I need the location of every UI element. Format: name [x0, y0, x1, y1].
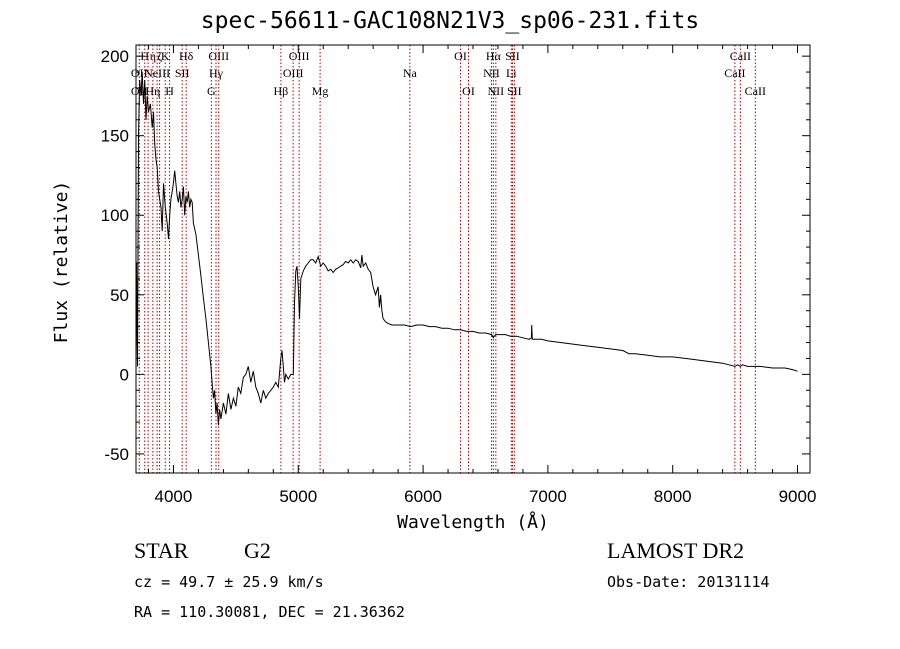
- line-label-0-mid: OII: [131, 66, 148, 80]
- x-tick-label-0: 4000: [155, 487, 193, 506]
- line-label-25-low: SII: [507, 84, 522, 98]
- line-label-4-mid: NeIII: [144, 66, 170, 80]
- y-tick-label-3: 100: [101, 206, 129, 225]
- x-tick-label-3: 7000: [529, 487, 567, 506]
- line-label-18-top: OI: [454, 49, 467, 63]
- line-label-28-low: CaII: [745, 84, 766, 98]
- line-label-7-low: H: [165, 84, 174, 98]
- line-label-21-top: Hα: [486, 49, 502, 63]
- y-tick-label-5: 200: [101, 47, 129, 66]
- line-label-26-mid: CaII: [724, 66, 745, 80]
- x-tick-label-1: 5000: [279, 487, 317, 506]
- redshift-cz: cz = 49.7 ± 25.9 km/s: [134, 573, 324, 591]
- survey-name: LAMOST DR2: [607, 538, 745, 563]
- line-label-3-low: Hη: [145, 84, 160, 98]
- y-tick-label-2: 50: [110, 286, 129, 305]
- y-axis-ticks: -50 0 50 100 150 200: [101, 47, 810, 464]
- line-label-27-top: CaII: [730, 49, 751, 63]
- line-label-17-mid: Na: [403, 66, 418, 80]
- line-label-14-mid: OIII: [283, 66, 304, 80]
- line-label-22-low: NII: [488, 84, 505, 98]
- line-label-11-mid: Hγ: [209, 66, 224, 80]
- y-tick-label-1: 0: [120, 365, 129, 384]
- x-axis-label: Wavelength (Å): [397, 511, 549, 533]
- spectrum-line: [135, 71, 798, 426]
- line-label-8-mid: SII: [175, 66, 190, 80]
- line-label-24-top: SII: [505, 49, 520, 63]
- line-label-9-top: Hδ: [179, 49, 194, 63]
- line-label-5-top: ζ: [157, 49, 162, 63]
- x-axis-ticks: 4000 5000 6000 7000 8000 9000: [147, 45, 817, 506]
- y-axis-label: Flux (relative): [51, 181, 72, 344]
- line-label-12-top: OIII: [208, 49, 229, 63]
- line-label-10-low: G: [207, 84, 216, 98]
- line-label-16-low: Mg: [312, 84, 329, 98]
- observation-date: Obs-Date: 20131114: [607, 573, 770, 591]
- x-tick-label-2: 6000: [404, 487, 442, 506]
- coordinates: RA = 110.30081, DEC = 21.36362: [134, 603, 405, 621]
- y-tick-label-4: 150: [101, 127, 129, 146]
- line-label-6-top: K: [161, 49, 170, 63]
- line-label-20-mid: NII: [483, 66, 500, 80]
- chart-title: spec-56611-GAC108N21V3_sp06-231.fits: [200, 8, 700, 34]
- line-label-1-top: H: [140, 49, 149, 63]
- x-tick-label-4: 8000: [654, 487, 692, 506]
- line-label-3-top: η: [150, 49, 156, 63]
- plot-frame: [135, 44, 811, 474]
- line-label-15-top: OIII: [289, 49, 310, 63]
- x-tick-label-5: 9000: [779, 487, 817, 506]
- object-class: STAR: [134, 538, 189, 563]
- line-label-19-low: OI: [462, 84, 475, 98]
- emission-line-markers: [138, 45, 756, 473]
- line-label-23-mid: Li: [506, 66, 517, 80]
- line-label-13-low: Hβ: [274, 84, 289, 98]
- object-subclass: G2: [244, 538, 271, 563]
- y-tick-label-0: -50: [104, 445, 129, 464]
